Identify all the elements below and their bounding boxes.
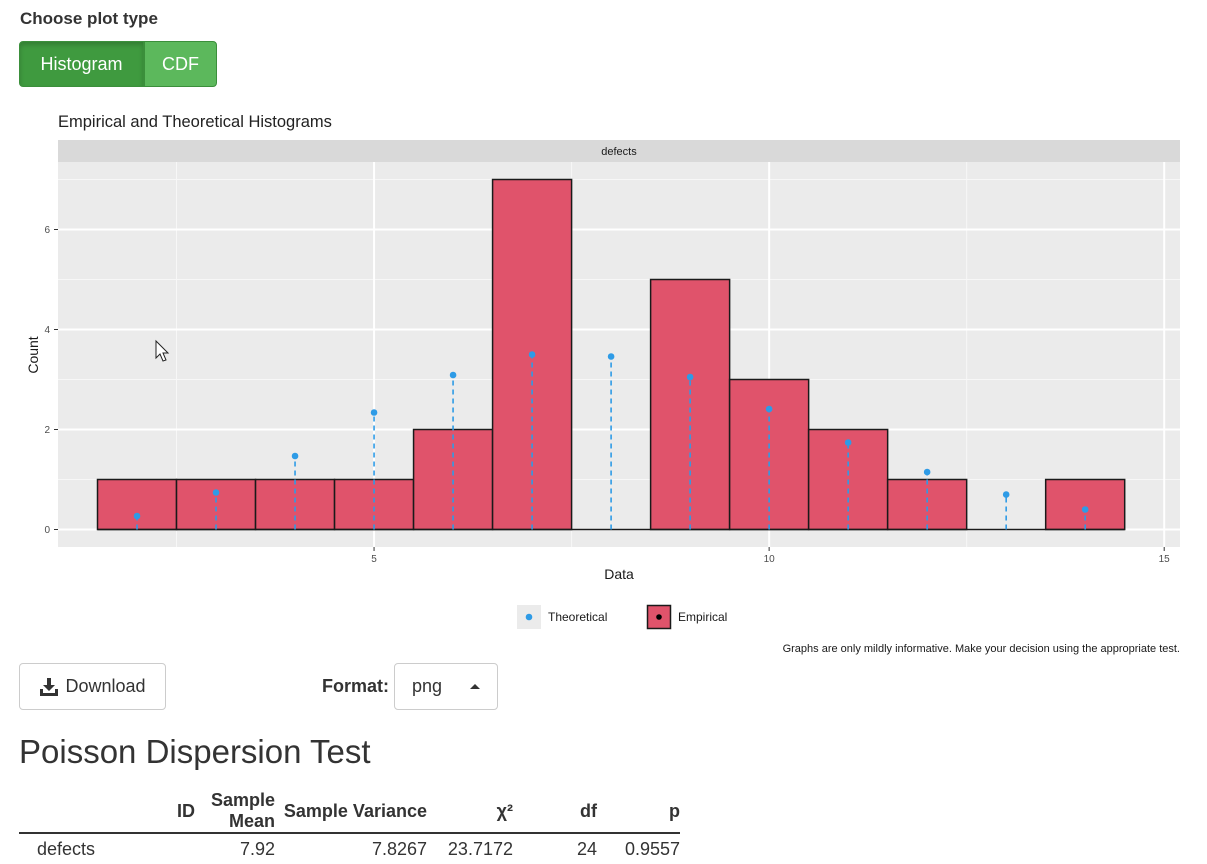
- histogram-bar: [175, 478, 257, 531]
- header-p: p: [597, 790, 680, 834]
- theoretical-point: [528, 351, 536, 358]
- y-axis-title: Count: [25, 336, 41, 373]
- facet-label: defects: [601, 146, 637, 158]
- theoretical-point: [844, 439, 852, 446]
- chart-caption: Graphs are only mildly informative. Make…: [783, 643, 1180, 655]
- format-select[interactable]: png: [394, 663, 498, 710]
- header-id: ID: [19, 790, 195, 834]
- histogram-bar: [886, 478, 968, 531]
- x-tick-label: 5: [371, 554, 377, 565]
- theoretical-point: [923, 468, 931, 476]
- header-df: df: [513, 790, 597, 834]
- cdf-button[interactable]: CDF: [144, 41, 217, 87]
- x-tick-label: 15: [1159, 554, 1171, 565]
- histogram-bar: [1044, 478, 1126, 531]
- histogram-bar: [649, 278, 731, 531]
- theoretical-point: [607, 353, 615, 360]
- header-chi-squared: χ²: [427, 790, 513, 834]
- histogram-chart: defects 0 2 4 6 5 10 15 Data Count Theoretical Empi…: [25, 140, 1180, 655]
- header-sample-variance: Sample Variance: [275, 790, 427, 834]
- download-icon: [40, 677, 59, 696]
- download-label: Download: [65, 676, 146, 696]
- table-header-row: ID Sample Mean Sample Variance χ² df p: [19, 790, 680, 834]
- theoretical-point: [370, 409, 378, 416]
- x-axis-title: Data: [604, 566, 634, 582]
- theoretical-point: [1002, 491, 1010, 498]
- histogram-bar: [333, 478, 415, 531]
- test-results-table: ID Sample Mean Sample Variance χ² df p d…: [19, 790, 680, 864]
- histogram-bar: [254, 478, 336, 531]
- cell-sample-variance: 7.8267: [371, 838, 427, 859]
- y-tick-label: 2: [44, 425, 50, 436]
- download-button[interactable]: Download: [19, 663, 166, 710]
- legend-label-empirical: Empirical: [678, 610, 727, 624]
- theoretical-point: [686, 373, 694, 381]
- y-tick-label: 4: [44, 325, 50, 336]
- y-tick-label: 6: [44, 225, 50, 236]
- cell-id: defects: [37, 838, 96, 859]
- y-tick-label: 0: [44, 525, 50, 536]
- histogram-button[interactable]: Histogram: [19, 41, 144, 87]
- cell-p: 0.9557: [624, 838, 680, 859]
- test-title: Poisson Dispersion Test: [19, 733, 371, 770]
- plot-type-toggle: Histogram CDF: [19, 41, 217, 87]
- legend-symbol-theoretical: [525, 613, 533, 621]
- cell-df: 24: [576, 838, 597, 859]
- caret-up-icon: [470, 684, 480, 689]
- histogram-bar: [96, 478, 178, 531]
- theoretical-point: [291, 452, 299, 460]
- mouse-cursor-icon: [155, 339, 170, 362]
- cell-sample-mean: 7.92: [239, 838, 275, 859]
- header-sample-mean: Sample Mean: [195, 790, 275, 834]
- legend-label-theoretical: Theoretical: [548, 610, 607, 624]
- format-label: Format:: [322, 676, 389, 696]
- theoretical-point: [212, 489, 220, 496]
- facet-strip: [58, 140, 1180, 162]
- table-row: defects 7.92 7.8267 23.7172 24 0.9557: [19, 833, 680, 864]
- chart-title: Empirical and Theoretical Histograms: [58, 113, 332, 131]
- plot-type-label: Choose plot type: [20, 9, 158, 28]
- theoretical-point: [1081, 506, 1089, 513]
- cell-chi-squared: 23.7172: [447, 838, 513, 859]
- theoretical-point: [765, 405, 773, 413]
- legend-symbol-empirical: [656, 614, 662, 620]
- theoretical-point: [449, 371, 457, 379]
- x-tick-label: 10: [764, 554, 776, 565]
- theoretical-point: [133, 512, 141, 520]
- format-value: png: [412, 676, 443, 696]
